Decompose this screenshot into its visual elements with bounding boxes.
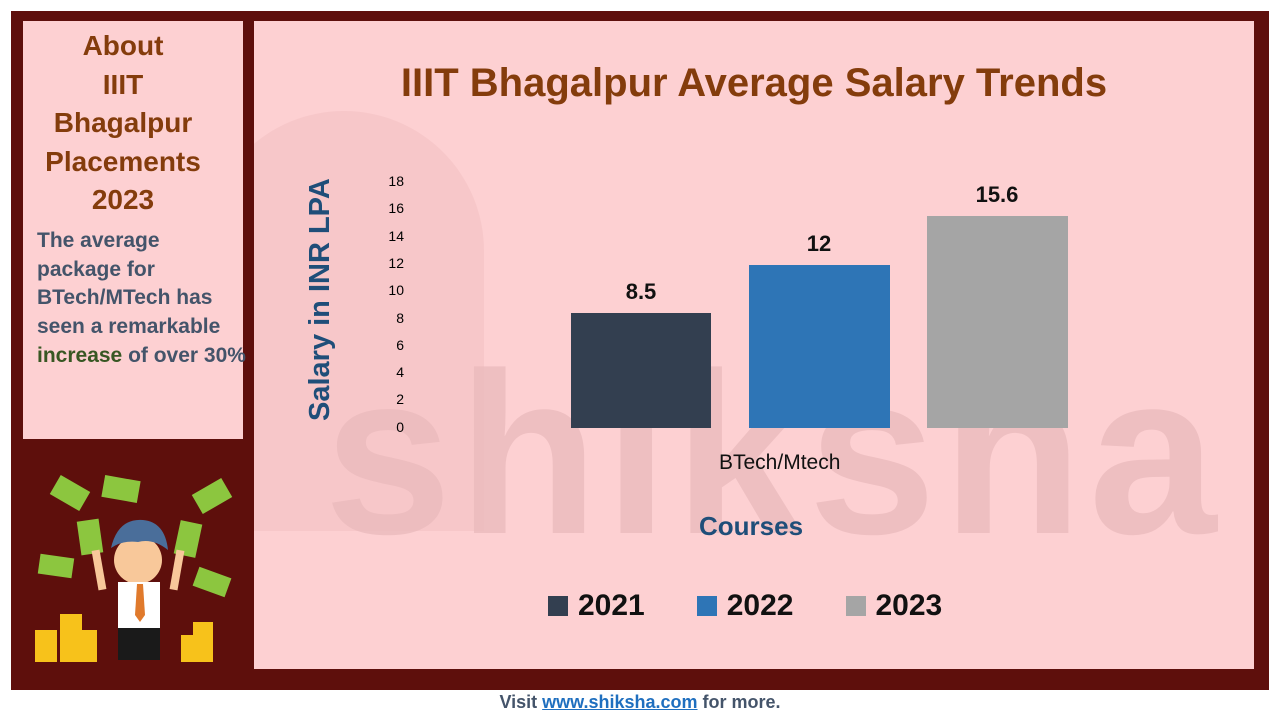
about-description: The average package for BTech/MTech has … <box>37 227 247 371</box>
legend-label: 2022 <box>726 589 794 622</box>
chart-legend: 2021 2022 2023 <box>548 589 942 623</box>
y-axis-label: Salary in INR LPA <box>304 178 336 421</box>
y-tick: 2 <box>396 391 404 407</box>
about-panel: About IIIT Bhagalpur Placements 2023 The… <box>23 21 246 439</box>
y-tick: 4 <box>396 364 404 380</box>
y-tick: 18 <box>388 173 404 189</box>
chart-panel: shiksha IIIT Bhagalpur Average Salary Tr… <box>254 21 1254 669</box>
bar-2023 <box>927 216 1068 428</box>
y-tick: 0 <box>396 419 404 435</box>
legend-item-2023: 2023 <box>845 589 943 623</box>
legend-swatch-icon <box>845 596 866 616</box>
y-tick: 16 <box>388 200 404 216</box>
legend-item-2022: 2022 <box>696 589 794 623</box>
desc-highlight: increase <box>37 343 123 367</box>
y-tick: 10 <box>388 282 404 298</box>
bar-value-2023: 15.6 <box>975 182 1019 207</box>
bar-value-2022: 12 <box>806 231 832 256</box>
legend-swatch-icon <box>696 596 717 616</box>
desc-text: The average package for BTech/MTech has … <box>37 229 221 339</box>
title-line: 2023 <box>91 184 155 215</box>
banknote-icon <box>37 474 233 598</box>
x-axis-label: Courses <box>699 511 804 541</box>
person-icon <box>91 519 185 660</box>
bar-value-2021: 8.5 <box>625 279 657 304</box>
legend-label: 2023 <box>875 589 943 622</box>
footer-prefix: Visit <box>499 692 538 712</box>
money-celebration-illustration <box>35 474 233 662</box>
footer: Visit www.shiksha.com for more. <box>0 692 1280 713</box>
desc-text: of over 30% <box>128 343 246 367</box>
title-line: About <box>82 30 164 61</box>
watermark-logo-shape <box>254 111 484 531</box>
legend-label: 2021 <box>578 589 645 622</box>
legend-swatch-icon <box>548 596 568 616</box>
shiksha-link[interactable]: www.shiksha.com <box>542 692 698 712</box>
bar-2022 <box>749 265 890 428</box>
coins-icon <box>35 614 213 662</box>
about-title: About IIIT Bhagalpur Placements 2023 <box>23 27 223 220</box>
x-category-label: BTech/Mtech <box>719 451 841 474</box>
title-line: Placements <box>45 145 201 177</box>
chart-title: IIIT Bhagalpur Average Salary Trends <box>400 61 1108 105</box>
y-tick: 14 <box>388 228 404 244</box>
title-line: IIIT <box>102 68 144 100</box>
title-line: Bhagalpur <box>53 107 193 138</box>
y-tick: 12 <box>388 255 404 271</box>
y-tick: 8 <box>396 310 404 326</box>
y-tick: 6 <box>396 337 404 353</box>
footer-suffix: for more. <box>702 692 781 712</box>
legend-item-2021: 2021 <box>548 589 645 623</box>
bar-2021 <box>571 313 711 428</box>
